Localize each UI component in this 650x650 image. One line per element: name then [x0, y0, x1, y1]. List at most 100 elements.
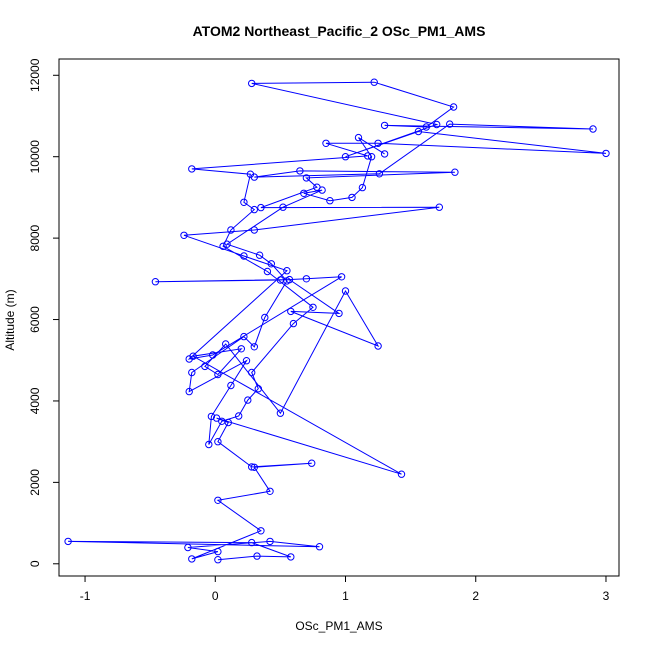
data-point: [326, 197, 334, 205]
data-point: [449, 103, 458, 111]
data-point: [309, 303, 317, 311]
data-point: [237, 345, 246, 353]
data-point: [151, 278, 160, 286]
data-point: [283, 277, 291, 285]
data-point: [246, 170, 255, 178]
data-point: [364, 152, 372, 160]
data-point: [250, 343, 259, 351]
data-point: [397, 470, 406, 478]
y-axis: 0 2000 4000 6000 8000 10000 12000: [28, 58, 60, 567]
data-point: [318, 186, 326, 194]
data-point: [341, 153, 350, 161]
data-point: [283, 267, 291, 275]
data-point: [240, 252, 248, 260]
data-point: [201, 362, 209, 371]
data-point: [248, 463, 256, 471]
data-point: [250, 463, 259, 471]
data-point: [209, 351, 217, 359]
data-point: [289, 319, 298, 328]
data-point: [589, 125, 597, 133]
data-point: [253, 552, 261, 560]
x-axis: -1 0 1 2 3: [80, 575, 610, 603]
data-point: [255, 251, 264, 259]
data-point: [322, 139, 330, 148]
data-point: [240, 332, 248, 341]
data-point: [214, 438, 222, 446]
data-point: [263, 267, 272, 276]
data-point: [223, 240, 231, 248]
data-point: [266, 537, 274, 546]
y-tick-label: 10000: [28, 140, 42, 174]
data-point: [422, 123, 430, 131]
data-point: [218, 417, 226, 425]
data-point: [188, 165, 196, 173]
data-point: [214, 370, 222, 379]
y-tick-label: 12000: [28, 58, 42, 92]
data-point: [374, 342, 382, 350]
data-point: [180, 231, 188, 240]
data-point: [276, 409, 285, 417]
data-point: [248, 538, 256, 547]
data-point: [188, 555, 196, 563]
data-point: [337, 273, 346, 281]
y-tick-label: 2000: [28, 469, 42, 496]
data-point: [214, 496, 222, 504]
data-point: [250, 226, 259, 234]
data-point: [188, 368, 196, 377]
y-axis-label: Altitude (m): [3, 289, 17, 350]
data-point: [257, 203, 265, 212]
data-point: [248, 368, 256, 377]
x-tick-label: 3: [603, 589, 610, 603]
data-point: [214, 547, 222, 556]
data-point: [341, 287, 350, 295]
data-point: [451, 168, 459, 176]
data-point: [348, 193, 356, 202]
data-point: [374, 139, 382, 148]
data-point: [375, 170, 384, 178]
y-tick-label: 4000: [28, 387, 42, 414]
data-point: [244, 396, 252, 404]
plot-frame: [58, 58, 620, 577]
data-point: [227, 226, 235, 234]
data-point: [235, 412, 243, 420]
data-point: [308, 459, 316, 467]
data-point: [227, 381, 235, 390]
series-line: [68, 81, 607, 561]
data-point: [435, 203, 443, 211]
data-point: [380, 121, 389, 130]
y-tick-label: 8000: [28, 224, 42, 251]
data-point: [267, 260, 275, 268]
data-point: [185, 387, 193, 396]
data-point: [433, 120, 441, 129]
data-point: [302, 174, 311, 182]
x-axis-label: OSc_PM1_AMS: [295, 619, 382, 633]
data-point: [287, 307, 295, 316]
data-point: [279, 203, 287, 211]
data-point: [414, 127, 423, 136]
chart-title: ATOM2 Northeast_Pacific_2 OSc_PM1_AMS: [193, 23, 486, 39]
data-point: [207, 412, 216, 421]
data-point: [214, 556, 222, 564]
data-point: [184, 543, 192, 552]
data-point: [254, 385, 262, 393]
x-tick-label: 0: [212, 589, 219, 603]
y-tick-label: 0: [28, 560, 42, 567]
series-layer: [64, 78, 610, 564]
data-point: [296, 167, 304, 175]
data-point: [266, 487, 274, 495]
y-tick-label: 6000: [28, 306, 42, 333]
data-point: [261, 313, 269, 322]
data-point: [380, 150, 389, 158]
data-point: [370, 78, 378, 86]
data-point: [64, 537, 72, 546]
data-point: [602, 149, 610, 158]
data-point: [354, 133, 363, 142]
data-point: [358, 183, 367, 192]
data-point: [222, 340, 230, 348]
data-point: [242, 357, 251, 365]
data-point: [248, 79, 256, 88]
data-point: [212, 414, 221, 422]
data-point: [335, 309, 343, 318]
x-tick-label: 2: [472, 589, 479, 603]
